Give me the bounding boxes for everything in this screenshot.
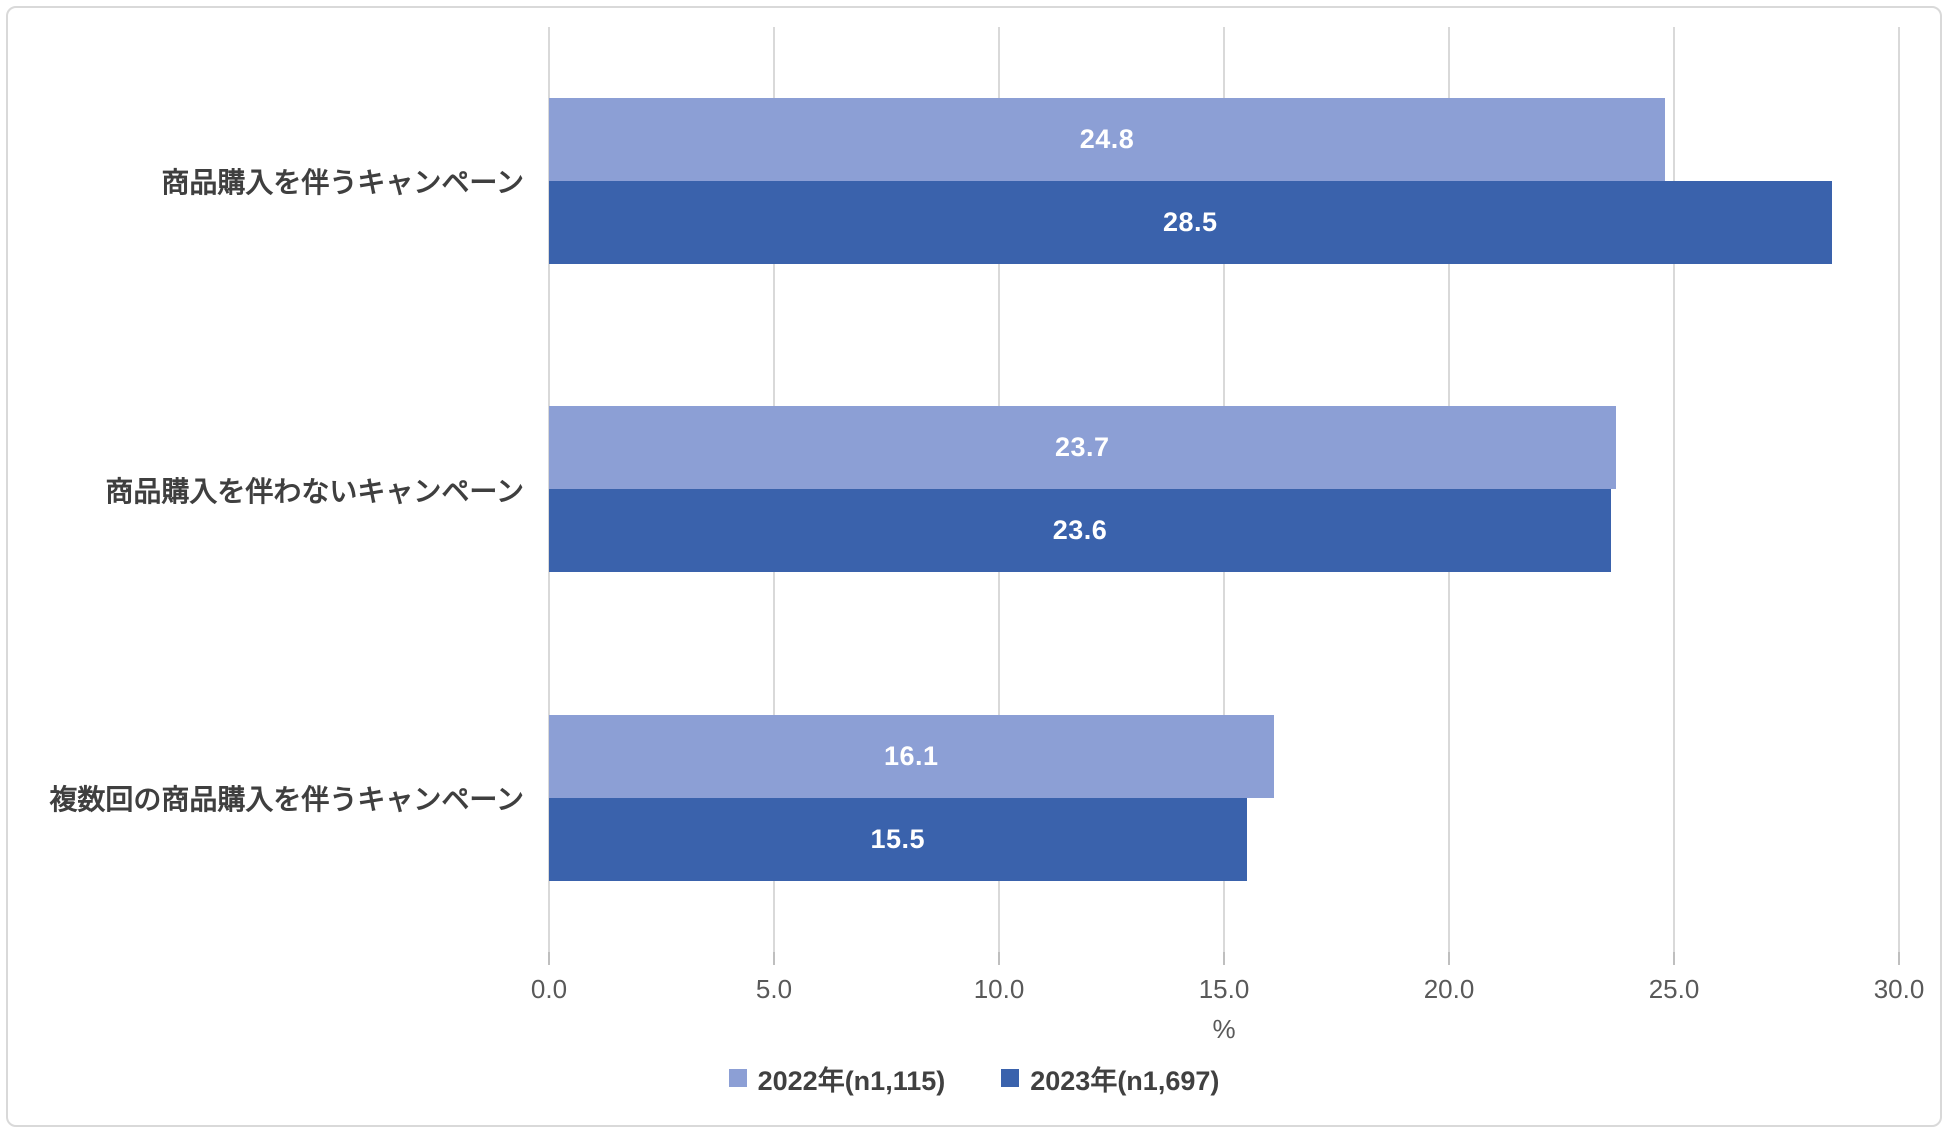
plot-area: % 0.0 5.0 10.0 15.0 20.0 25.0 30.0 24.8 28.5 23.7… xyxy=(531,27,1924,1044)
legend-item-2023年(n1,697): 2023年(n1,697) xyxy=(1001,1059,1219,1098)
x-tick-label-10.0: 10.0 xyxy=(973,974,1025,1004)
bar-value-label: 23.7 xyxy=(1054,432,1110,463)
tick-mark-30.0 xyxy=(1898,952,1900,965)
bar-2022年(n1,115)-複数回の商品購入を伴うキャンペーン: 16.1 xyxy=(549,714,1274,798)
tick-mark-5.0 xyxy=(773,952,775,965)
bar-value-label: 24.8 xyxy=(1079,124,1135,155)
tick-mark-10.0 xyxy=(998,952,1000,965)
x-tick-label-15.0: 15.0 xyxy=(1198,974,1250,1004)
bar-2023年(n1,697)-商品購入を伴わないキャンペーン: 23.6 xyxy=(549,489,1611,573)
legend-label: 2023年(n1,697) xyxy=(1030,1065,1220,1096)
bar-2022年(n1,115)-商品購入を伴うキャンペーン: 24.8 xyxy=(549,98,1665,182)
x-tick-label-5.0: 5.0 xyxy=(755,974,793,1004)
x-tick-label-25.0: 25.0 xyxy=(1648,974,1700,1004)
legend-label: 2022年(n1,115) xyxy=(757,1065,946,1096)
legend: 2022年(n1,115) 2023年(n1,697) xyxy=(8,1056,1940,1100)
x-tick-label-0.0: 0.0 xyxy=(530,974,568,1004)
tick-mark-20.0 xyxy=(1448,952,1450,965)
chart-container: % 0.0 5.0 10.0 15.0 20.0 25.0 30.0 24.8 28.5 23.7… xyxy=(6,6,1942,1127)
x-tick-label-20.0: 20.0 xyxy=(1423,974,1475,1004)
category-label-2: 商品購入を伴わないキャンペーン xyxy=(105,475,524,507)
bar-value-label: 15.5 xyxy=(870,823,926,854)
bar-2022年(n1,115)-商品購入を伴わないキャンペーン: 23.7 xyxy=(549,406,1616,490)
category-row-2: 23.7 23.6 xyxy=(549,335,1899,643)
bar-2023年(n1,697)-商品購入を伴うキャンペーン: 28.5 xyxy=(549,181,1832,265)
gridline-30.0 xyxy=(1898,27,1900,952)
tick-mark-15.0 xyxy=(1223,952,1225,965)
bar-value-label: 16.1 xyxy=(883,740,939,771)
category-label-1: 商品購入を伴うキャンペーン xyxy=(161,167,524,199)
category-label-3: 複数回の商品購入を伴うキャンペーン xyxy=(49,783,524,815)
category-row-3: 16.1 15.5 xyxy=(549,644,1899,952)
category-row-1: 24.8 28.5 xyxy=(549,27,1899,335)
x-tick-label-30.0: 30.0 xyxy=(1873,974,1925,1004)
legend-swatch-icon xyxy=(728,1069,747,1087)
tick-mark-25.0 xyxy=(1673,952,1675,965)
tick-mark-0.0 xyxy=(548,952,550,965)
gridline-25.0 xyxy=(1673,27,1675,952)
legend-item-2022年(n1,115): 2022年(n1,115) xyxy=(728,1059,946,1098)
bar-2023年(n1,697)-複数回の商品購入を伴うキャンペーン: 15.5 xyxy=(549,797,1247,881)
legend-swatch-icon xyxy=(1001,1069,1020,1087)
x-axis-unit-label: % xyxy=(1212,1014,1236,1044)
bar-value-label: 28.5 xyxy=(1162,207,1218,238)
bar-value-label: 23.6 xyxy=(1052,515,1108,546)
